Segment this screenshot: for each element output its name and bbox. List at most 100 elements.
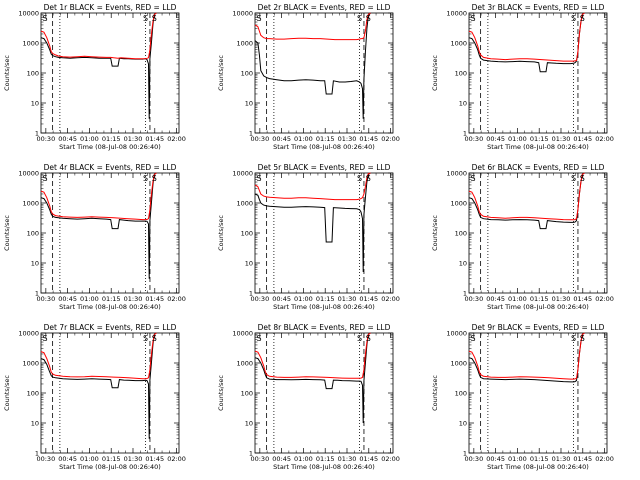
x-tick-label: 02:00 [167,135,186,143]
series-events-line [468,12,585,73]
x-tick-label: 00:30 [36,135,55,143]
x-tick-label: 02:00 [167,295,186,303]
y-tick-label: 100 [241,389,253,397]
x-tick-label: 00:45 [272,135,291,143]
y-tick-label: 100 [241,69,253,77]
x-tick-label: 01:15 [102,295,121,303]
x-tick-label: 01:15 [316,135,335,143]
x-tick-label: 00:30 [250,455,269,463]
x-tick-label: 00:30 [36,295,55,303]
x-tick-label: 00:30 [250,135,269,143]
series-events-line [254,172,371,273]
plot-frame [40,12,180,134]
series-events-line [40,12,157,119]
y-tick-label: 10000 [18,9,39,17]
y-tick-label: 10000 [18,329,39,337]
event-marker-s: S [256,14,261,23]
x-tick-label: 01:30 [338,135,357,143]
x-axis-label: Start Time (08-Jul-08 00:26:40) [59,463,161,471]
y-tick-label: 1 [463,129,467,137]
y-tick-label: 10000 [446,169,467,177]
plot-frame [40,332,180,454]
x-tick-label: 01:00 [294,455,313,463]
event-marker-s: S [470,14,475,23]
y-tick-label: 10000 [232,9,253,17]
y-axis-label: Counts/sec [431,215,439,251]
y-tick-label: 1000 [22,39,39,47]
plot-frame [254,172,394,294]
y-axis-label: Counts/sec [217,375,225,411]
panel-title: Det 7r BLACK = Events, RED = LLD [44,323,177,332]
x-tick-label: 00:45 [272,455,291,463]
x-tick-label: 01:45 [359,135,378,143]
y-tick-label: 10 [459,259,467,267]
event-marker-s: S [357,14,362,23]
series-events-line [40,332,157,439]
x-tick-label: 01:30 [124,295,143,303]
event-marker-s: S [571,14,576,23]
y-tick-label: 1 [249,289,253,297]
panel-title: Det 9r BLACK = Events, RED = LLD [472,323,605,332]
series-events-line [40,172,157,279]
y-tick-label: 1 [35,449,39,457]
x-tick-label: 02:00 [595,295,614,303]
x-tick-label: 00:45 [58,135,77,143]
x-tick-label: 00:30 [464,295,483,303]
y-tick-label: 100 [455,389,467,397]
panel-det-5r: Det 5r BLACK = Events, RED = LLD 1 10 100 10… [217,163,400,311]
event-marker-s: S [366,174,371,183]
event-marker-s: S [470,334,475,343]
y-axis-label: Counts/sec [431,55,439,91]
x-tick-label: 01:15 [316,295,335,303]
event-marker-s: S [571,334,576,343]
x-tick-label: 01:15 [102,455,121,463]
x-axis-label: Start Time (08-Jul-08 00:26:40) [487,463,589,471]
event-marker-s: S [470,174,475,183]
panel-title: Det 8r BLACK = Events, RED = LLD [258,323,391,332]
y-tick-label: 1000 [450,39,467,47]
event-marker-s: S [580,334,585,343]
panel-title: Det 4r BLACK = Events, RED = LLD [44,163,177,172]
x-axis-label: Start Time (08-Jul-08 00:26:40) [59,143,161,151]
y-tick-label: 1000 [22,199,39,207]
panel-det-3r: Det 3r BLACK = Events, RED = LLD 1 10 100 10… [431,3,614,151]
series-lld-line [40,12,157,60]
panel-det-1r: Det 1r BLACK = Events, RED = LLD 1 10 100 10… [3,3,186,151]
event-marker-s: S [256,174,261,183]
y-tick-label: 10 [459,419,467,427]
plot-frame [468,172,608,294]
event-marker-s: S [357,334,362,343]
x-tick-label: 01:00 [508,135,527,143]
y-axis-label: Counts/sec [431,375,439,411]
x-tick-label: 01:00 [508,295,527,303]
event-marker-s: S [366,14,371,23]
y-axis-label: Counts/sec [3,55,11,91]
x-axis-label: Start Time (08-Jul-08 00:26:40) [273,303,375,311]
plot-frame [40,172,180,294]
y-tick-label: 10 [245,99,253,107]
y-axis-label: Counts/sec [3,375,11,411]
series-lld-line [468,332,585,380]
x-tick-label: 01:45 [359,295,378,303]
y-tick-label: 10000 [18,169,39,177]
panel-title: Det 3r BLACK = Events, RED = LLD [472,3,605,12]
y-tick-label: 1 [463,289,467,297]
event-marker-s: S [152,14,157,23]
series-lld-line [40,332,157,380]
event-marker-s: S [42,334,47,343]
x-tick-label: 00:45 [272,295,291,303]
x-tick-label: 02:00 [595,455,614,463]
y-tick-label: 100 [27,69,39,77]
y-tick-label: 10000 [446,329,467,337]
x-tick-label: 01:15 [102,135,121,143]
event-marker-s: S [42,174,47,183]
series-events-line [254,12,371,119]
x-tick-label: 00:45 [486,455,505,463]
x-tick-label: 01:30 [124,455,143,463]
panel-title: Det 2r BLACK = Events, RED = LLD [258,3,391,12]
plot-frame [254,12,394,134]
x-tick-label: 00:30 [464,455,483,463]
x-axis-label: Start Time (08-Jul-08 00:26:40) [273,463,375,471]
x-tick-label: 01:45 [573,455,592,463]
